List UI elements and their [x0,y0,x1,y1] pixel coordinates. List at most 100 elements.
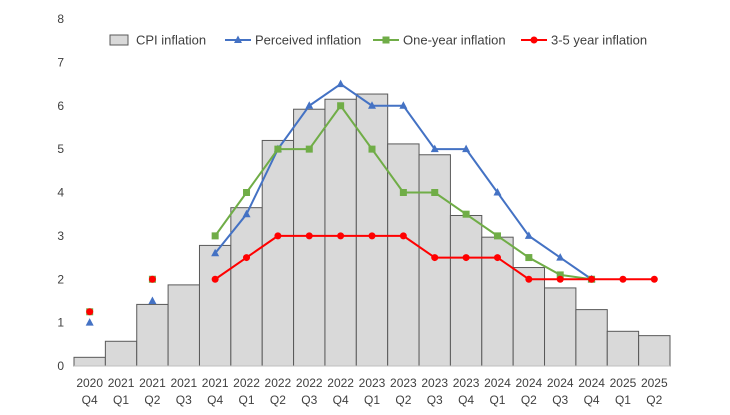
point-3-5-year-inflation [337,232,345,240]
x-tick-label-quarter: Q4 [207,393,223,407]
x-tick-label-quarter: Q2 [521,393,537,407]
y-tick-label: 5 [57,142,64,156]
y-tick-label: 2 [57,272,64,286]
x-tick-label-quarter: Q1 [615,393,631,407]
x-tick-label-quarter: Q1 [364,393,380,407]
point-one-year-inflation [305,145,313,153]
lines-layer [85,79,658,326]
x-tick-label-quarter: Q1 [113,393,129,407]
point-perceived-inflation [462,144,471,153]
bar-2022-q1 [230,207,263,367]
bar-2025-q1 [606,330,640,367]
point-one-year-inflation [431,189,439,196]
x-tick-label-quarter: Q3 [427,393,443,407]
x-tick-label-year: 2025 [641,376,668,390]
legend-label-cpi-inflation: CPI inflation [136,33,206,48]
x-tick-label-quarter: Q4 [333,393,349,407]
point-perceived-inflation [493,188,502,196]
point-3-5-year-inflation [243,254,251,262]
legend: CPI inflation Perceived inflation One-year… [109,33,647,48]
y-tick-label: 8 [57,12,64,26]
bar-2020-q4 [73,356,106,367]
point-perceived-inflation [336,79,345,88]
point-one-year-inflation [462,210,470,218]
legend-label-3-5-year-inflation: 3-5 year inflation [551,33,647,48]
x-tick-label-year: 2020 [76,376,103,390]
x-tick-label-year: 2022 [265,376,292,390]
bar-2022-q2 [261,139,295,367]
point-one-year-inflation [368,145,376,153]
y-tick-label: 6 [57,99,64,113]
point-one-year-inflation [556,271,564,279]
x-tick-label-quarter: Q2 [646,393,662,407]
x-tick-label-year: 2023 [359,376,386,390]
point-perceived-inflation [524,231,533,239]
legend-marker-one-year-inflation [382,36,390,44]
legend-label-one-year-inflation: One-year inflation [403,33,506,48]
point-perceived-inflation [211,248,220,257]
x-tick-label-year: 2022 [296,376,323,390]
x-tick-label-year: 2024 [547,376,574,390]
point-one-year-inflation [525,254,533,262]
x-tick-label-quarter: Q4 [458,393,474,407]
x-tick-label-year: 2021 [202,376,229,390]
point-perceived-inflation [305,101,314,109]
y-tick-label: 3 [57,229,64,243]
y-tick-label: 0 [57,359,64,373]
point-3-5-year-inflation [588,275,596,283]
bar-2023-q4 [449,214,483,367]
bar-2023-q1 [355,93,389,367]
x-tick-label-year: 2023 [421,376,448,390]
point-one-year-inflation [274,145,282,153]
point-perceived-inflation [430,144,439,153]
legend-marker-3-5-year-inflation [530,36,538,44]
point-3-5-year-inflation [525,275,533,283]
point-3-5-year-inflation [399,232,407,240]
point-one-year-inflation [211,232,219,240]
x-tick-label-year: 2024 [484,376,511,390]
point-perceived-inflation [399,101,408,109]
x-tick-label-year: 2025 [610,376,637,390]
point-3-5-year-inflation [211,275,219,283]
point-3-5-year-inflation [368,232,376,240]
point-perceived-inflation [242,209,251,218]
x-tick-label-quarter: Q3 [176,393,192,407]
point-perceived-inflation [85,318,94,326]
point-one-year-inflation [399,189,407,196]
x-tick-label-year: 2021 [108,376,135,390]
x-tick-label-year: 2022 [233,376,260,390]
point-3-5-year-inflation [148,275,156,283]
x-tick-label-quarter: Q3 [301,393,317,407]
bar-2025-q2 [638,335,671,367]
x-tick-label-quarter: Q2 [144,393,160,407]
bar-2024-q3 [544,287,577,367]
y-tick-label: 4 [57,186,64,200]
x-tick-label-year: 2024 [578,376,605,390]
point-perceived-inflation [368,101,376,109]
point-one-year-inflation [243,189,251,196]
point-perceived-inflation [556,253,565,261]
legend-marker-perceived-inflation [234,35,242,43]
point-3-5-year-inflation [650,275,658,283]
bar-2021-q3 [167,284,200,367]
legend-label-perceived-inflation: Perceived inflation [255,33,361,48]
y-tick-label: 1 [57,316,64,330]
x-tick-label-quarter: Q3 [552,393,568,407]
bar-2021-q1 [104,340,138,367]
legend-swatch-cpi-inflation [109,34,129,46]
x-tick-label-quarter: Q4 [82,393,98,407]
point-perceived-inflation [148,296,157,304]
x-tick-label-year: 2024 [515,376,542,390]
x-tick-label-quarter: Q1 [489,393,505,407]
point-one-year-inflation [493,232,501,240]
x-tick-label-quarter: Q1 [239,393,255,407]
y-tick-label: 7 [57,55,64,69]
x-tick-label-quarter: Q2 [270,393,286,407]
point-3-5-year-inflation [619,275,627,283]
x-tick-label-year: 2023 [453,376,480,390]
point-3-5-year-inflation [305,232,313,240]
point-3-5-year-inflation [462,254,470,262]
bars-layer [73,93,671,367]
